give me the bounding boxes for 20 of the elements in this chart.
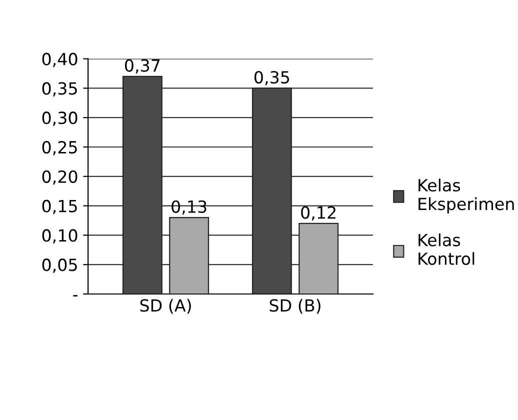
bar: [122, 76, 162, 294]
y-tick-label: 0,20: [42, 170, 78, 185]
legend-label: Kelas Kontrol: [418, 233, 474, 266]
bar: [169, 217, 210, 294]
y-tick-label: 0,35: [42, 82, 77, 96]
legend-label: Kelas Eksperimen: [418, 178, 514, 214]
y-tick-label: 0,25: [42, 140, 77, 156]
x-tick-label: SD (A): [140, 298, 191, 314]
y-tick-label: 0,30: [42, 112, 78, 126]
data-label: 0,12: [301, 206, 336, 221]
y-tick-label: -: [73, 295, 78, 296]
data-label: 0,37: [124, 59, 160, 74]
bar: [298, 222, 339, 294]
bar: [252, 88, 292, 294]
y-tick-label: 0,10: [42, 229, 78, 244]
data-label: 0,35: [254, 70, 290, 86]
y-tick-label: 0,05: [42, 258, 77, 273]
y-tick-label: 0,15: [42, 200, 77, 214]
x-tick-label: SD (B): [270, 298, 320, 314]
y-tick-label: 0,40: [42, 52, 78, 68]
